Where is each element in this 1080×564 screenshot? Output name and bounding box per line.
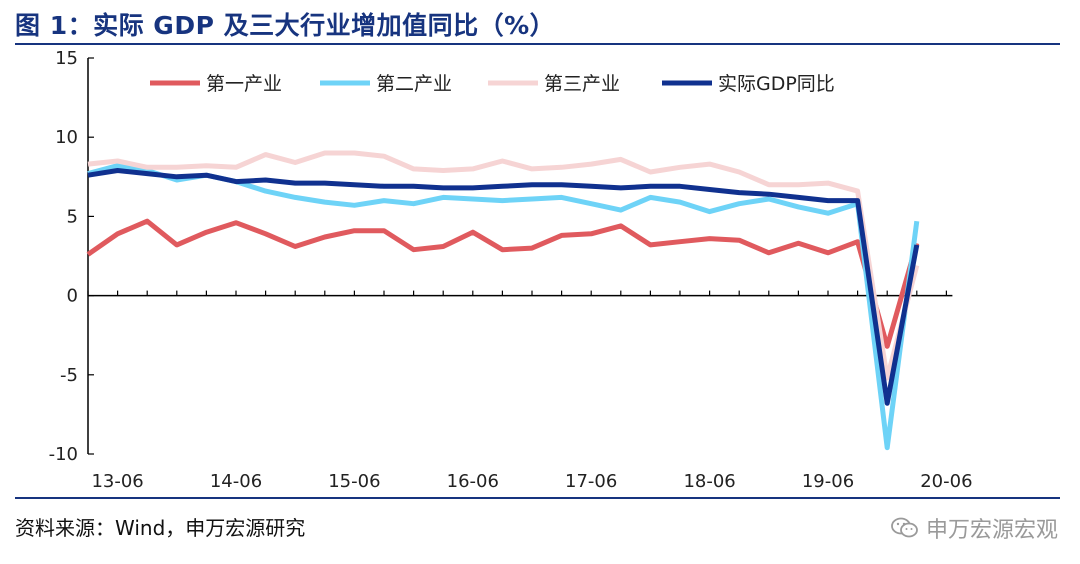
x-tick-label: 20-06	[920, 471, 972, 492]
x-tick-label: 14-06	[210, 471, 262, 492]
series-line-3	[87, 150, 920, 381]
x-tick-label: 16-06	[447, 471, 499, 492]
line-chart: 15 10 5 0 -5 -10 13-06 14-06 15-06 16-06 17-06 18-0…	[49, 48, 973, 492]
legend-label: 第三产业	[544, 73, 620, 95]
source-note: 资料来源：Wind，申万宏源研究	[15, 516, 306, 540]
chart-title: 图 1：实际 GDP 及三大行业增加值同比（%）	[15, 11, 556, 40]
footer-rule	[15, 497, 1060, 499]
wechat-icon	[891, 517, 918, 538]
series-line-2	[87, 163, 920, 451]
y-tick-label: 15	[55, 48, 78, 69]
legend-label: 实际GDP同比	[718, 73, 835, 95]
title-rule	[15, 43, 1060, 45]
legend-item: 第三产业	[488, 73, 620, 95]
x-tick-label: 18-06	[683, 471, 735, 492]
y-tick-label: 10	[55, 127, 78, 148]
legend-item: 第一产业	[150, 73, 282, 95]
y-tick-label: -5	[60, 365, 78, 386]
watermark-text: 申万宏源宏观	[925, 518, 1058, 543]
series-line-4	[87, 168, 920, 406]
x-tick-label: 13-06	[91, 471, 143, 492]
legend-item: 实际GDP同比	[662, 73, 835, 95]
y-tick-label: 0	[67, 286, 78, 307]
legend-label: 第一产业	[206, 73, 282, 95]
legend-label: 第二产业	[376, 73, 452, 95]
y-tick-label: 5	[67, 206, 78, 227]
series-line-1	[86, 218, 920, 349]
y-tick-label: -10	[49, 444, 78, 465]
x-tick-label: 15-06	[328, 471, 380, 492]
x-tick-label: 19-06	[802, 471, 854, 492]
legend-item: 第二产业	[320, 73, 452, 95]
watermark: 申万宏源宏观	[890, 512, 1058, 544]
x-tick-label: 17-06	[565, 471, 617, 492]
